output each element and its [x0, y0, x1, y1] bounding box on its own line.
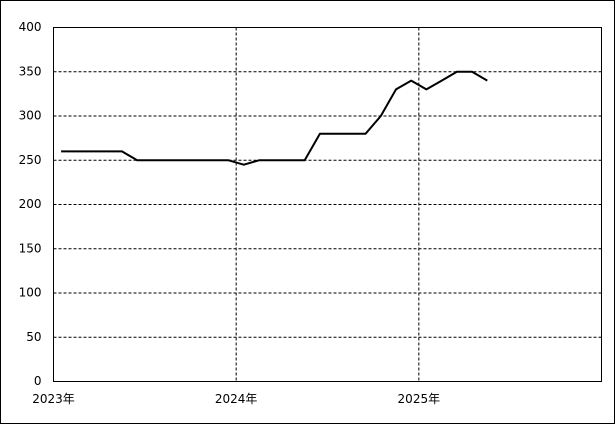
x-tick-label: 2024年 [215, 392, 258, 406]
y-tick-label: 100 [19, 286, 42, 300]
y-tick-label: 150 [19, 241, 42, 255]
line-series [61, 70, 488, 166]
x-tick-label: 2025年 [398, 392, 441, 406]
x-tick-label: 2023年 [32, 392, 75, 406]
y-tick-label: 250 [19, 153, 42, 167]
y-tick-label: 0 [34, 374, 42, 388]
y-tick-label: 50 [26, 330, 41, 344]
y-tick-label: 200 [19, 197, 42, 211]
y-tick-label: 300 [19, 109, 42, 123]
y-tick-label: 350 [19, 64, 42, 78]
y-tick-label: 400 [19, 20, 42, 34]
